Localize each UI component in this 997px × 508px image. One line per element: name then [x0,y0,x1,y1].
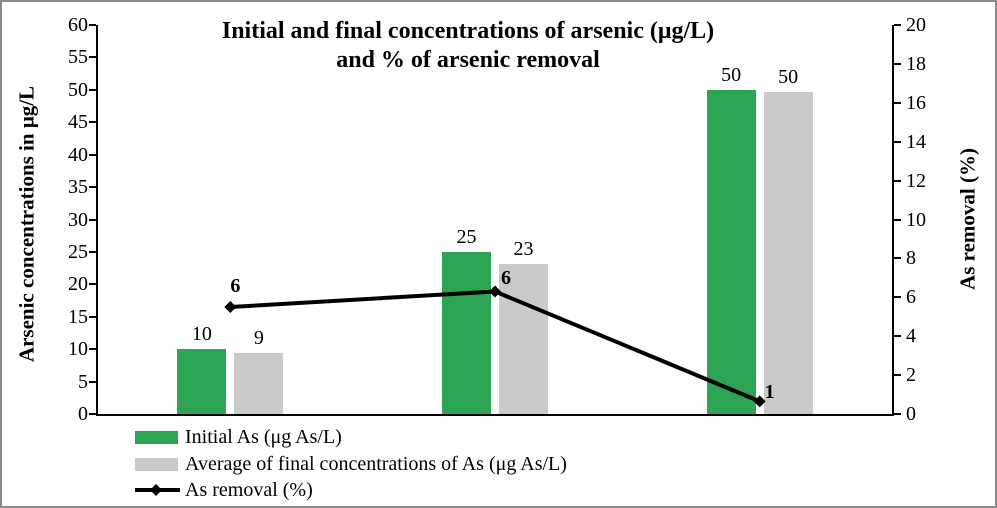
right-axis-tick [894,296,901,299]
right-axis-tick-label: 20 [906,14,926,36]
as-removal-line [230,289,761,404]
chart-title: Initial and final concentrations of arse… [2,17,934,75]
right-axis-tick [894,335,901,338]
right-axis-tick-label: 4 [906,325,916,348]
left-axis-tick [89,88,96,91]
legend-item-initial-as: Initial As (μg As/L) [135,424,342,450]
line-marker-diamond-icon [224,301,237,314]
x-axis-line [96,414,894,416]
left-axis-tick [89,250,96,253]
left-axis-tick-label: 20 [68,273,88,296]
right-axis-tick [894,257,901,260]
left-axis-tick [89,56,96,59]
legend-swatch-initial-as [135,430,178,444]
left-axis-tick-label: 25 [68,240,88,263]
point-value-label: 1 [764,381,775,404]
right-axis-tick [894,218,901,221]
legend-item-final-as: Average of final concentrations of As (μ… [135,451,567,477]
right-axis-tick [894,374,901,377]
left-axis-tick [89,121,96,124]
right-axis-tick [894,179,901,182]
bar-series-0 [706,89,756,414]
left-axis-tick [89,380,96,383]
chart-title-line1: Initial and final concentrations of arse… [221,18,715,44]
right-axis-tick-label: 8 [906,247,916,270]
bar-series-0 [442,251,491,414]
left-axis-tick [89,413,96,415]
right-axis-tick [894,413,901,415]
left-axis-tick [89,153,96,156]
right-axis-tick [894,62,901,65]
right-axis-line [892,25,894,416]
left-axis-tick-label: 45 [68,111,88,134]
right-axis-tick [894,101,901,104]
left-axis-tick [89,218,96,221]
left-axis-tick-label: 0 [78,403,88,425]
right-axis-title: As removal (%) [955,148,980,290]
right-axis-tick-label: 0 [906,403,916,425]
left-axis-tick-label: 15 [68,305,88,328]
bar-series-1 [763,91,813,414]
legend-item-as-removal: As removal (%) [135,477,313,503]
bar-value-label: 50 [778,65,799,88]
right-axis-tick-label: 12 [906,169,926,192]
left-axis-tick-label: 35 [68,176,88,199]
left-axis-line [96,25,98,416]
bar-value-label: 23 [513,237,534,260]
point-value-label: 6 [501,267,511,290]
left-axis-tick [89,186,96,189]
left-axis-tick [89,315,96,318]
left-axis-tick-label: 40 [68,143,88,166]
right-axis-tick [894,24,901,26]
left-axis-tick-label: 10 [68,338,88,361]
right-axis-tick [894,140,901,143]
bar-series-0 [177,349,227,414]
left-axis-tick-label: 50 [68,78,88,101]
left-axis-title: Arsenic concentrations in μg/L [14,85,39,363]
bar-value-label: 50 [721,63,742,86]
right-axis-tick-label: 14 [906,130,926,153]
right-axis-tick-label: 2 [906,364,916,387]
right-axis-tick-label: 6 [906,286,916,309]
bar-series-1 [234,353,284,414]
right-axis-tick-label: 16 [906,91,926,114]
bar-value-label: 9 [253,327,264,350]
chart-title-line2: and % of arsenic removal [336,47,600,73]
left-axis-tick [89,348,96,351]
left-axis-tick-label: 55 [68,46,88,69]
point-value-label: 6 [230,275,241,298]
left-axis-tick-label: 30 [68,208,88,231]
right-axis-tick-label: 18 [906,52,926,75]
legend-label-as-removal: As removal (%) [185,478,313,501]
legend-label-initial-as: Initial As (μg As/L) [185,425,342,448]
right-axis-tick-label: 10 [906,208,926,231]
legend-swatch-final-as [135,457,178,471]
left-axis-tick [89,283,96,286]
left-axis-tick-label: 5 [78,370,88,393]
left-axis-tick-label: 60 [68,14,88,36]
bar-value-label: 10 [191,323,212,346]
legend-label-final-as: Average of final concentrations of As (μ… [185,452,567,475]
bar-value-label: 25 [456,225,477,248]
left-axis-tick [89,24,96,26]
legend-line-marker-icon [135,484,180,496]
